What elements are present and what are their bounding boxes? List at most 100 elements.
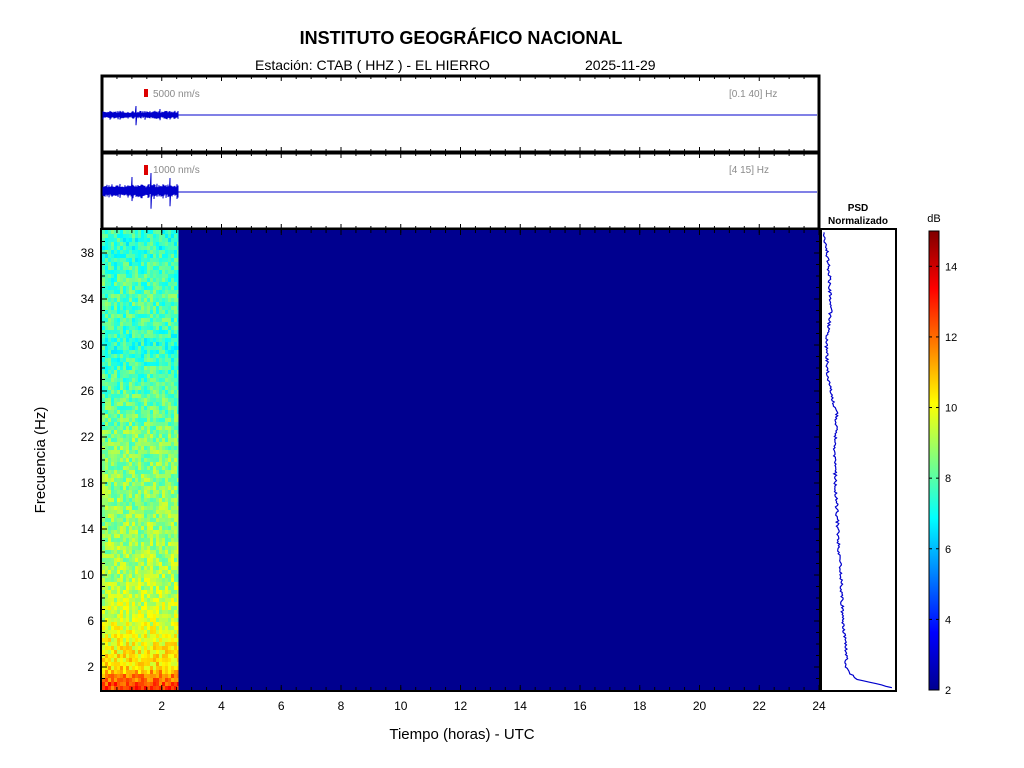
spectrogram-cell (141, 622, 145, 627)
spectrogram-cell (123, 398, 127, 403)
spectrogram-cell (111, 558, 115, 563)
spectrogram-cell (138, 338, 142, 343)
spectrogram-cell (108, 642, 112, 647)
spectrogram-cell (162, 470, 166, 475)
spectrogram-cell (171, 638, 175, 643)
spectrogram-cell (168, 326, 172, 331)
spectrogram-cell (138, 682, 142, 687)
spectrogram-cell (120, 286, 124, 291)
spectrogram-cell (144, 234, 148, 239)
spectrogram-cell (156, 450, 160, 455)
spectrogram-cell (177, 658, 179, 663)
spectrogram-cell (156, 390, 160, 395)
spectrogram-cell (120, 678, 124, 683)
spectrogram-cell (138, 486, 142, 491)
spectrogram-cell (168, 518, 172, 523)
spectrogram-cell (162, 506, 166, 511)
spectrogram-cell (102, 490, 106, 495)
spectrogram-cell (171, 330, 175, 335)
spectrogram-cell (156, 326, 160, 331)
spectrogram-cell (159, 390, 163, 395)
spectrogram-cell (135, 558, 139, 563)
spectrogram-cell (102, 670, 106, 675)
spectrogram-cell (162, 614, 166, 619)
spectrogram-cell (114, 378, 118, 383)
spectrogram-cell (177, 382, 179, 387)
spectrogram-cell (102, 370, 106, 375)
spectrogram-cell (132, 358, 136, 363)
spectrogram-cell (153, 474, 157, 479)
spectrogram-cell (150, 354, 154, 359)
spectrogram-cell (114, 494, 118, 499)
spectrogram-cell (141, 590, 145, 595)
spectrogram-cell (174, 642, 178, 647)
spectrogram-cell (156, 394, 160, 399)
spectrogram-cell (171, 410, 175, 415)
spectrogram-cell (156, 482, 160, 487)
spectrogram-cell (147, 418, 151, 423)
spectrogram-cell (132, 506, 136, 511)
spectrogram-cell (168, 522, 172, 527)
spectrogram-cell (126, 606, 130, 611)
spectrogram-cell (135, 278, 139, 283)
spectrogram-cell (123, 526, 127, 531)
spectrogram-cell (108, 614, 112, 619)
spectrogram-cell (138, 238, 142, 243)
spectrogram-cell (111, 362, 115, 367)
spectrogram-cell (126, 478, 130, 483)
spectrogram-cell (108, 562, 112, 567)
spectrogram-cell (141, 326, 145, 331)
spectrogram-cell (135, 310, 139, 315)
spectrogram-cell (117, 450, 121, 455)
spectrogram-cell (105, 622, 109, 627)
spectrogram-cell (144, 606, 148, 611)
spectrogram-cell (120, 442, 124, 447)
spectrogram-cell (144, 550, 148, 555)
spectrogram-cell (123, 614, 127, 619)
spectrogram-cell (135, 666, 139, 671)
spectrogram-cell (129, 442, 133, 447)
spectrogram-cell (162, 430, 166, 435)
spectrogram-cell (174, 290, 178, 295)
spectrogram-cell (165, 390, 169, 395)
spectrogram-cell (159, 326, 163, 331)
spectrogram-cell (171, 430, 175, 435)
spectrogram-cell (165, 366, 169, 371)
spectrogram-cell (129, 266, 133, 271)
spectrogram-cell (144, 358, 148, 363)
spectrogram-cell (156, 670, 160, 675)
spectrogram-cell (168, 394, 172, 399)
spectrogram-cell (123, 522, 127, 527)
spectrogram-cell (168, 334, 172, 339)
spectrogram-cell (114, 674, 118, 679)
spectrogram-cell (159, 470, 163, 475)
spectrogram-cell (168, 534, 172, 539)
spectrogram-cell (138, 366, 142, 371)
spectrogram-cell (120, 282, 124, 287)
spectrogram-cell (117, 410, 121, 415)
spectrogram-cell (156, 302, 160, 307)
spectrogram-cell (117, 382, 121, 387)
spectrogram-cell (114, 542, 118, 547)
spectrogram-cell (159, 366, 163, 371)
spectrogram-cell (162, 530, 166, 535)
spectrogram-cell (141, 230, 145, 235)
spectrogram-cell (102, 650, 106, 655)
spectrogram-cell (177, 238, 179, 243)
spectrogram-cell (102, 342, 106, 347)
spectrogram-cell (123, 282, 127, 287)
spectrogram-cell (159, 614, 163, 619)
spectrogram-cell (120, 502, 124, 507)
spectrogram-cell (156, 274, 160, 279)
spectrogram-cell (111, 274, 115, 279)
spectrogram-cell (102, 374, 106, 379)
spectrogram-cell (129, 486, 133, 491)
spectrogram-cell (165, 610, 169, 615)
spectrogram-cell (117, 398, 121, 403)
spectrogram-cell (159, 274, 163, 279)
spectrogram-cell (111, 634, 115, 639)
spectrogram-cell (177, 630, 179, 635)
spectrogram-cell (168, 606, 172, 611)
spectrogram-cell (150, 482, 154, 487)
